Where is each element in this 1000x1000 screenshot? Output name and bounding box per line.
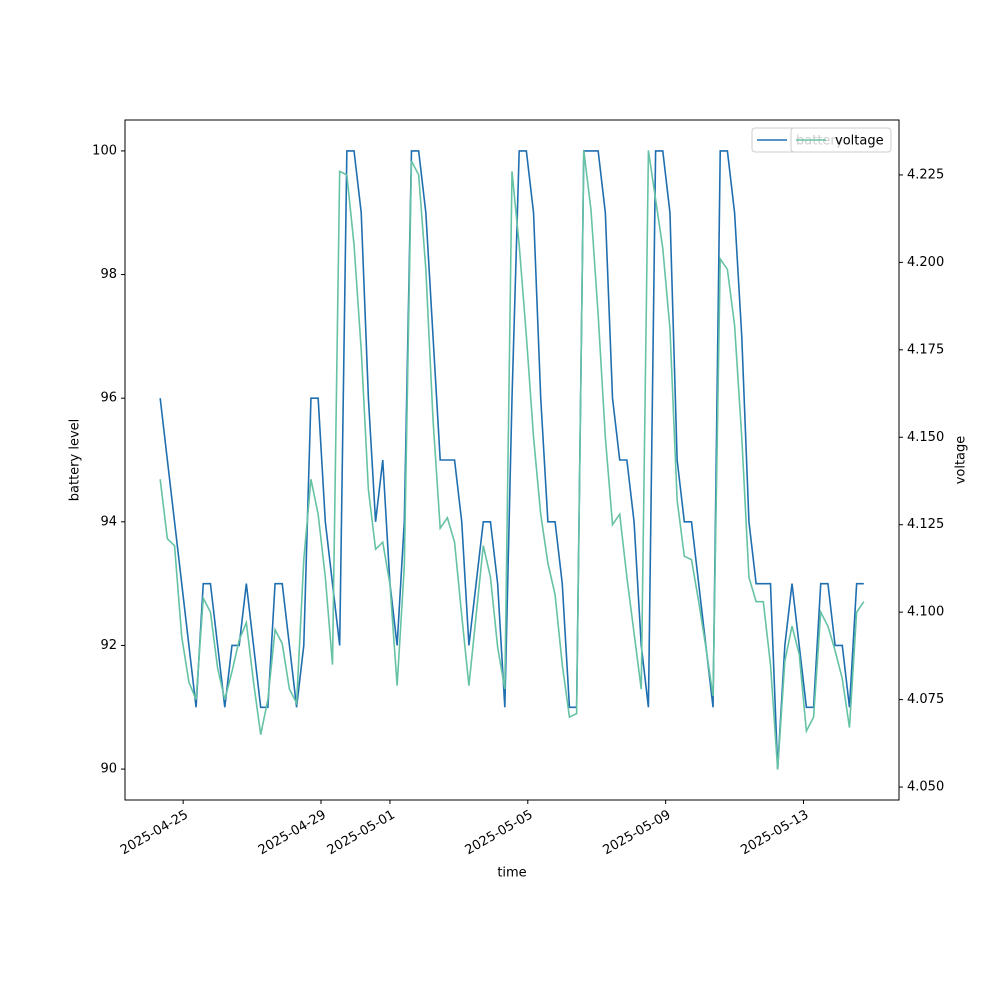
y2-tick-label: 4.050 xyxy=(907,780,944,795)
y2-tick-label: 4.125 xyxy=(907,517,944,532)
y2-tick-label: 4.075 xyxy=(907,692,944,707)
y-tick-label: 90 xyxy=(100,762,117,777)
legend-frame xyxy=(790,127,892,153)
y-tick-label: 100 xyxy=(92,143,117,158)
x-tick-label: 2025-04-29 xyxy=(256,808,329,859)
y2-tick-label: 4.100 xyxy=(907,605,944,620)
y2-tick-label: 4.200 xyxy=(907,255,944,270)
y-axis-label: battery level xyxy=(68,419,83,502)
data-line xyxy=(159,150,865,770)
x-tick-label: 2025-05-13 xyxy=(738,808,811,859)
plot-frame xyxy=(124,119,900,801)
x-tick-label: 2025-05-05 xyxy=(463,808,536,859)
data-line xyxy=(159,150,864,770)
y-tick-label: 98 xyxy=(100,267,117,282)
x-axis-label: time xyxy=(497,866,526,881)
legend-label: voltage xyxy=(835,134,884,149)
y2-tick-label: 4.175 xyxy=(907,342,944,357)
y-tick-label: 94 xyxy=(100,514,117,529)
legend: voltage xyxy=(790,127,892,153)
x-tick-label: 2025-05-09 xyxy=(600,808,673,859)
y2-axis-label: voltage xyxy=(954,436,969,485)
x-tick-label: 2025-04-25 xyxy=(118,808,191,859)
y-tick-label: 96 xyxy=(100,391,117,406)
y2-tick-label: 4.225 xyxy=(907,167,944,182)
y-tick-label: 92 xyxy=(100,638,117,653)
y2-tick-label: 4.150 xyxy=(907,430,944,445)
x-tick-label: 2025-05-01 xyxy=(325,808,398,859)
